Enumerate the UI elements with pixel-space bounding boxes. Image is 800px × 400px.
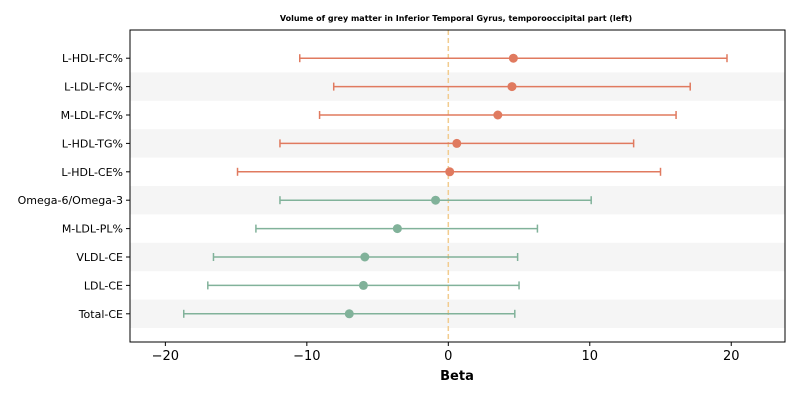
category-label: L-HDL-TG%	[62, 137, 123, 150]
category-label: Total-CE	[78, 308, 123, 321]
estimate-row	[279, 195, 592, 205]
category-label: L-HDL-FC%	[62, 52, 123, 65]
category-label: M-LDL-PL%	[62, 223, 123, 236]
estimate-row	[236, 167, 662, 177]
x-axis-label: Beta	[440, 369, 474, 384]
estimate-point	[358, 280, 368, 290]
estimate-point	[344, 309, 354, 319]
x-tick-label: 0	[444, 349, 452, 364]
estimate-point	[452, 138, 462, 148]
data-marks	[183, 53, 728, 319]
x-tick-label: 10	[581, 349, 598, 364]
x-axis-ticks: −20 −10 0 10 20	[152, 342, 740, 364]
estimate-point	[431, 195, 441, 205]
estimate-point	[392, 224, 402, 234]
category-labels: L-HDL-FC% L-LDL-FC% M-LDL-FC% L-HDL-TG% L-HD…	[18, 52, 130, 321]
estimate-row	[183, 309, 516, 319]
plot-frame	[129, 29, 786, 343]
estimate-point	[493, 110, 503, 120]
category-label: Omega-6/Omega-3	[18, 194, 123, 207]
chart-title: Volume of grey matter in Inferior Tempor…	[280, 14, 632, 23]
estimate-row	[212, 252, 519, 262]
x-tick-label: −10	[293, 349, 320, 364]
category-label: M-LDL-FC%	[61, 109, 123, 122]
category-label: L-HDL-CE%	[61, 166, 123, 179]
category-label: VLDL-CE	[76, 251, 123, 264]
category-label: LDL-CE	[84, 279, 123, 292]
estimate-row	[279, 138, 635, 148]
estimate-row	[332, 82, 691, 92]
x-tick-label: −20	[152, 349, 179, 364]
estimate-row	[255, 224, 539, 234]
estimate-row	[207, 280, 520, 290]
estimate-point	[360, 252, 370, 262]
estimate-point	[508, 53, 518, 63]
estimate-row	[299, 53, 728, 63]
category-label: L-LDL-FC%	[64, 81, 123, 94]
x-tick-label: 20	[723, 349, 740, 364]
estimate-point	[445, 167, 455, 177]
estimate-point	[507, 82, 517, 92]
estimate-row	[318, 110, 677, 120]
